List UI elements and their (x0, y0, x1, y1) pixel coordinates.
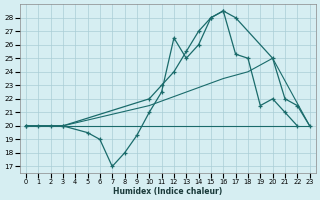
X-axis label: Humidex (Indice chaleur): Humidex (Indice chaleur) (113, 187, 222, 196)
